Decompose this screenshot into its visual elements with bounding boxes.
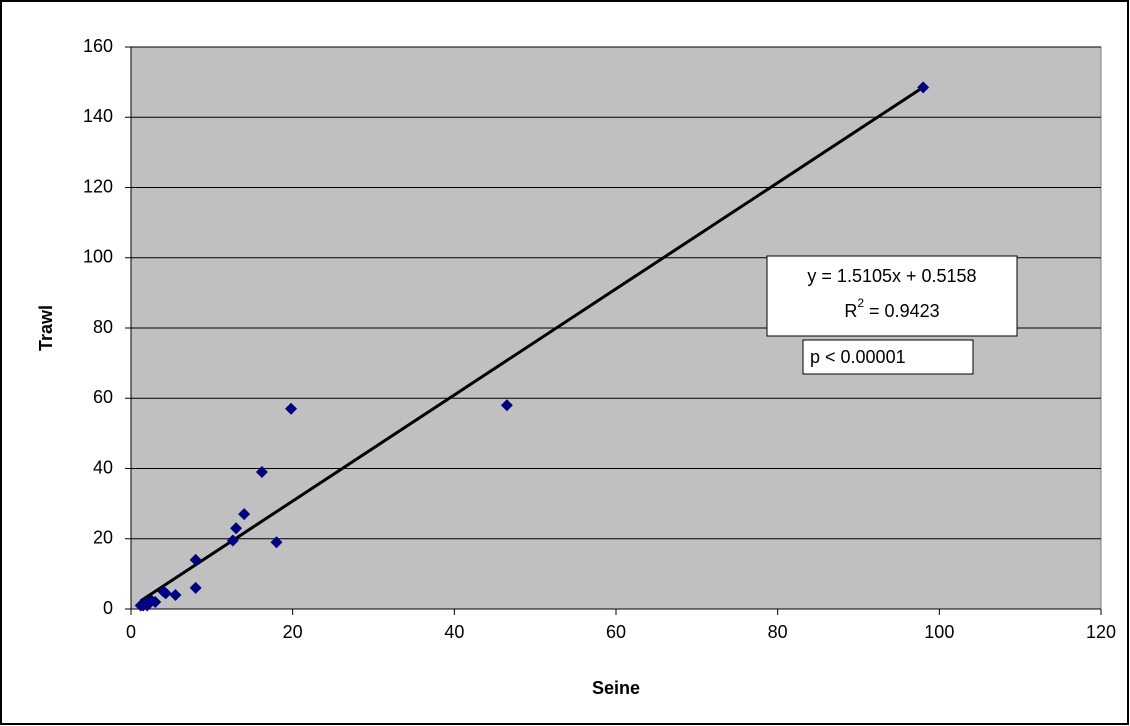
point <box>255 466 268 479</box>
point <box>226 534 239 547</box>
trend-equation: y = 1.5105x + 0.5158 <box>807 266 976 286</box>
y-tick-label: 140 <box>83 106 113 126</box>
point <box>189 581 202 594</box>
point <box>157 585 170 598</box>
trendline <box>139 85 924 603</box>
point <box>189 553 202 566</box>
x-tick-label: 0 <box>126 622 136 642</box>
y-tick-label: 0 <box>103 598 113 618</box>
r-squared-part: = 0.9423 <box>864 301 940 321</box>
r-squared-part: R <box>844 301 857 321</box>
x-tick-label: 100 <box>924 622 954 642</box>
point <box>230 522 243 535</box>
point <box>238 508 251 521</box>
point <box>169 588 182 601</box>
x-tick-label: 40 <box>444 622 464 642</box>
point <box>134 599 147 612</box>
x-tick-label: 20 <box>283 622 303 642</box>
x-tick-label: 120 <box>1086 622 1116 642</box>
point <box>270 536 283 549</box>
x-tick-label: 80 <box>768 622 788 642</box>
equation-box <box>766 255 1018 337</box>
r-squared-part: 2 <box>857 296 864 310</box>
p-value: p < 0.00001 <box>810 347 906 367</box>
y-tick-label: 60 <box>93 387 113 407</box>
y-tick-label: 80 <box>93 317 113 337</box>
point <box>285 402 298 415</box>
y-tick-label: 120 <box>83 176 113 196</box>
y-axis-label: Trawl <box>36 305 56 351</box>
y-tick-label: 100 <box>83 247 113 267</box>
r-squared: R2 = 0.9423 <box>844 296 939 321</box>
point <box>141 599 154 612</box>
p-value-box <box>802 339 974 375</box>
y-tick-label: 20 <box>93 528 113 548</box>
x-axis-label: Seine <box>592 678 640 698</box>
x-tick-label: 60 <box>606 622 626 642</box>
point <box>917 81 930 94</box>
point <box>500 399 513 412</box>
y-tick-label: 160 <box>83 36 113 56</box>
y-tick-label: 40 <box>93 457 113 477</box>
